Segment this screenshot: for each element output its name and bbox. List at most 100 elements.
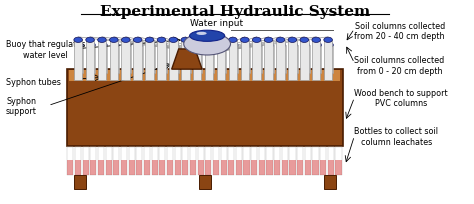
Bar [74, 41, 82, 81]
Ellipse shape [183, 43, 191, 48]
Ellipse shape [278, 43, 286, 48]
Bar [213, 160, 219, 175]
Bar [251, 147, 257, 175]
Ellipse shape [74, 38, 82, 43]
Text: Bottles to collect soil
column leachates: Bottles to collect soil column leachates [355, 126, 438, 146]
Bar [124, 46, 131, 74]
Ellipse shape [300, 38, 309, 43]
Bar [146, 41, 154, 81]
Bar [121, 41, 130, 81]
Ellipse shape [314, 43, 321, 48]
Bar [174, 160, 181, 175]
Bar [113, 160, 119, 175]
Ellipse shape [252, 38, 261, 43]
Ellipse shape [88, 43, 95, 48]
Bar [205, 160, 211, 175]
Bar [198, 160, 204, 175]
Bar [217, 41, 225, 81]
Bar [90, 147, 96, 175]
Bar [98, 147, 104, 175]
Bar [314, 46, 321, 74]
Bar [244, 160, 250, 175]
Ellipse shape [181, 38, 190, 43]
Bar [109, 41, 118, 81]
Ellipse shape [86, 38, 94, 43]
Bar [136, 46, 143, 74]
Ellipse shape [205, 38, 213, 43]
Bar [324, 41, 332, 81]
Bar [190, 160, 196, 175]
Ellipse shape [326, 43, 333, 48]
Bar [159, 160, 165, 175]
Ellipse shape [76, 43, 83, 48]
Bar [98, 160, 104, 175]
Bar [213, 147, 219, 175]
Bar [312, 160, 319, 175]
Bar [183, 46, 191, 74]
Bar [243, 46, 250, 74]
Bar [167, 147, 173, 175]
Bar [205, 147, 211, 175]
Bar [251, 160, 257, 175]
Text: Experimental Hydraulic System: Experimental Hydraulic System [100, 6, 370, 19]
Bar [320, 160, 326, 175]
Bar [236, 147, 242, 175]
Bar [244, 147, 250, 175]
Bar [121, 160, 127, 175]
Bar [290, 46, 298, 74]
Bar [106, 160, 112, 175]
Bar [82, 160, 89, 175]
Ellipse shape [157, 38, 166, 43]
Bar [305, 147, 311, 175]
Ellipse shape [219, 43, 226, 48]
Bar [305, 160, 311, 175]
Bar [259, 160, 265, 175]
Bar [144, 160, 150, 175]
Ellipse shape [146, 38, 154, 43]
Bar [174, 147, 181, 175]
Bar [193, 41, 201, 81]
Bar [320, 147, 326, 175]
Bar [67, 160, 73, 175]
Bar [336, 147, 342, 175]
Bar [252, 41, 261, 81]
Bar [326, 46, 333, 74]
Bar [236, 160, 242, 175]
Bar [190, 147, 196, 175]
Ellipse shape [255, 43, 262, 48]
Text: Soil columns collected
from 0 - 20 cm depth: Soil columns collected from 0 - 20 cm de… [355, 56, 445, 75]
Ellipse shape [276, 38, 285, 43]
Ellipse shape [231, 43, 238, 48]
Bar [182, 160, 188, 175]
Bar [67, 70, 343, 146]
Bar [274, 147, 280, 175]
Bar [136, 160, 142, 175]
Ellipse shape [312, 38, 320, 43]
Bar [290, 160, 296, 175]
Bar [266, 147, 273, 175]
Bar [205, 41, 213, 81]
Bar [328, 147, 334, 175]
Ellipse shape [184, 34, 230, 56]
Ellipse shape [228, 38, 237, 43]
Bar [67, 147, 73, 175]
Ellipse shape [324, 38, 332, 43]
Bar [147, 46, 155, 74]
Bar [74, 175, 85, 190]
Bar [159, 147, 165, 175]
Bar [88, 46, 95, 74]
Bar [121, 147, 127, 175]
Bar [75, 147, 81, 175]
Bar [274, 160, 280, 175]
Ellipse shape [217, 38, 225, 43]
Bar [228, 147, 234, 175]
Bar [207, 46, 214, 74]
Ellipse shape [302, 43, 310, 48]
Bar [328, 160, 334, 175]
Bar [264, 41, 273, 81]
Ellipse shape [266, 43, 274, 48]
Ellipse shape [288, 38, 297, 43]
Ellipse shape [193, 38, 201, 43]
Bar [106, 147, 112, 175]
Bar [181, 41, 190, 81]
